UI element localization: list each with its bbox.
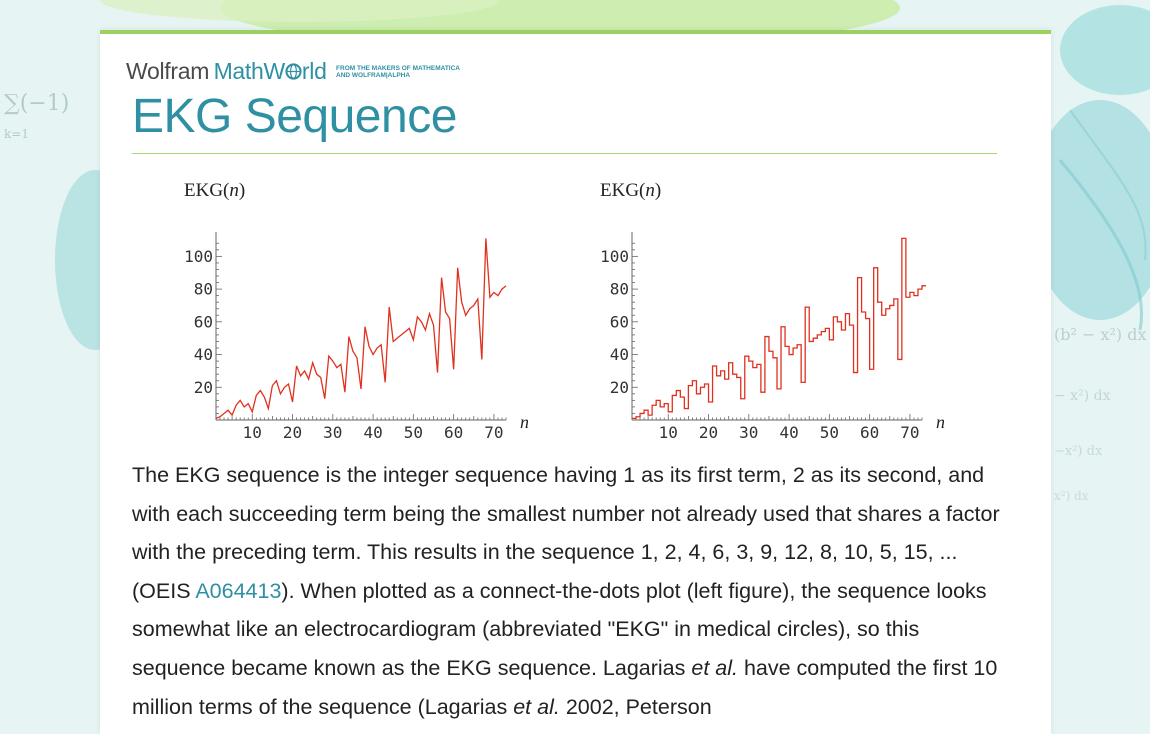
svg-text:(b² − x²) dx: (b² − x²) dx	[1054, 325, 1147, 344]
x-tick-label: 50	[404, 423, 423, 442]
y-tick-label: 40	[610, 345, 629, 364]
svg-text:∑(−1): ∑(−1)	[4, 91, 69, 116]
content-panel: Wolfram MathW rld FROM THE MAKERS OF MATH…	[100, 30, 1051, 734]
page-title: EKG Sequence	[132, 90, 457, 143]
y-tick-label: 60	[610, 312, 629, 331]
y-tick-label: 40	[194, 345, 213, 364]
y-tick-label: 20	[610, 378, 629, 397]
logo-wolfram-text: Wolfram	[126, 58, 210, 84]
x-tick-label: 40	[363, 423, 382, 442]
logo-mathworld-text: MathW rld	[213, 58, 327, 84]
title-divider	[132, 153, 997, 154]
x-tick-label: 10	[659, 423, 678, 442]
svg-text:− x²) dx: − x²) dx	[1054, 388, 1111, 404]
y-tick-label: 100	[184, 247, 213, 266]
svg-text:−x²) dx: −x²) dx	[1054, 444, 1103, 459]
globe-icon	[285, 63, 302, 80]
ekg-step-plot: EKG(n) 10 20 30 40 50 60 70 20 40 60 80 100 n	[586, 174, 956, 442]
x-tick-label: 30	[739, 423, 758, 442]
x-tick-label: 60	[444, 423, 463, 442]
plot-title: EKG(n)	[184, 180, 246, 201]
y-tick-label: 60	[194, 312, 213, 331]
y-tick-label: 80	[610, 280, 629, 299]
mathworld-logo[interactable]: Wolfram MathW rld FROM THE MAKERS OF MATH…	[126, 58, 460, 88]
x-tick-label: 40	[779, 423, 798, 442]
y-tick-label: 100	[600, 247, 629, 266]
x-tick-label: 20	[699, 423, 718, 442]
logo-tagline: FROM THE MAKERS OF MATHEMATICA AND WOLFRA…	[336, 64, 461, 79]
x-tick-label: 20	[283, 423, 302, 442]
x-tick-label: 60	[860, 423, 879, 442]
ekg-connect-plot-canvas: 10 20 30 40 50 60 70 20 40 60 80 100 n	[184, 232, 529, 442]
ekg-step-plot-canvas: 10 20 30 40 50 60 70 20 40 60 80 100 n	[600, 232, 945, 442]
x-tick-label: 30	[323, 423, 342, 442]
x-tick-label: 10	[243, 423, 262, 442]
ekg-series-line	[632, 237, 927, 420]
svg-text:k=1: k=1	[4, 127, 29, 141]
svg-text:x²) dx: x²) dx	[1054, 489, 1089, 503]
ekg-series-line	[215, 238, 507, 419]
y-tick-label: 80	[194, 280, 213, 299]
x-axis-label: n	[520, 412, 529, 432]
ekg-connect-plot: EKG(n) 10 20 30 40 50 60 70 20 40 60 80 100 n	[170, 174, 540, 442]
plot-title: EKG(n)	[600, 180, 662, 201]
description-paragraph: The EKG sequence is the integer sequence…	[132, 463, 1000, 719]
x-axis-label: n	[936, 412, 945, 432]
x-tick-label: 50	[820, 423, 839, 442]
x-tick-label: 70	[900, 423, 919, 442]
y-tick-label: 20	[194, 378, 213, 397]
oeis-link[interactable]: A064413	[195, 578, 282, 603]
x-tick-label: 70	[484, 423, 503, 442]
